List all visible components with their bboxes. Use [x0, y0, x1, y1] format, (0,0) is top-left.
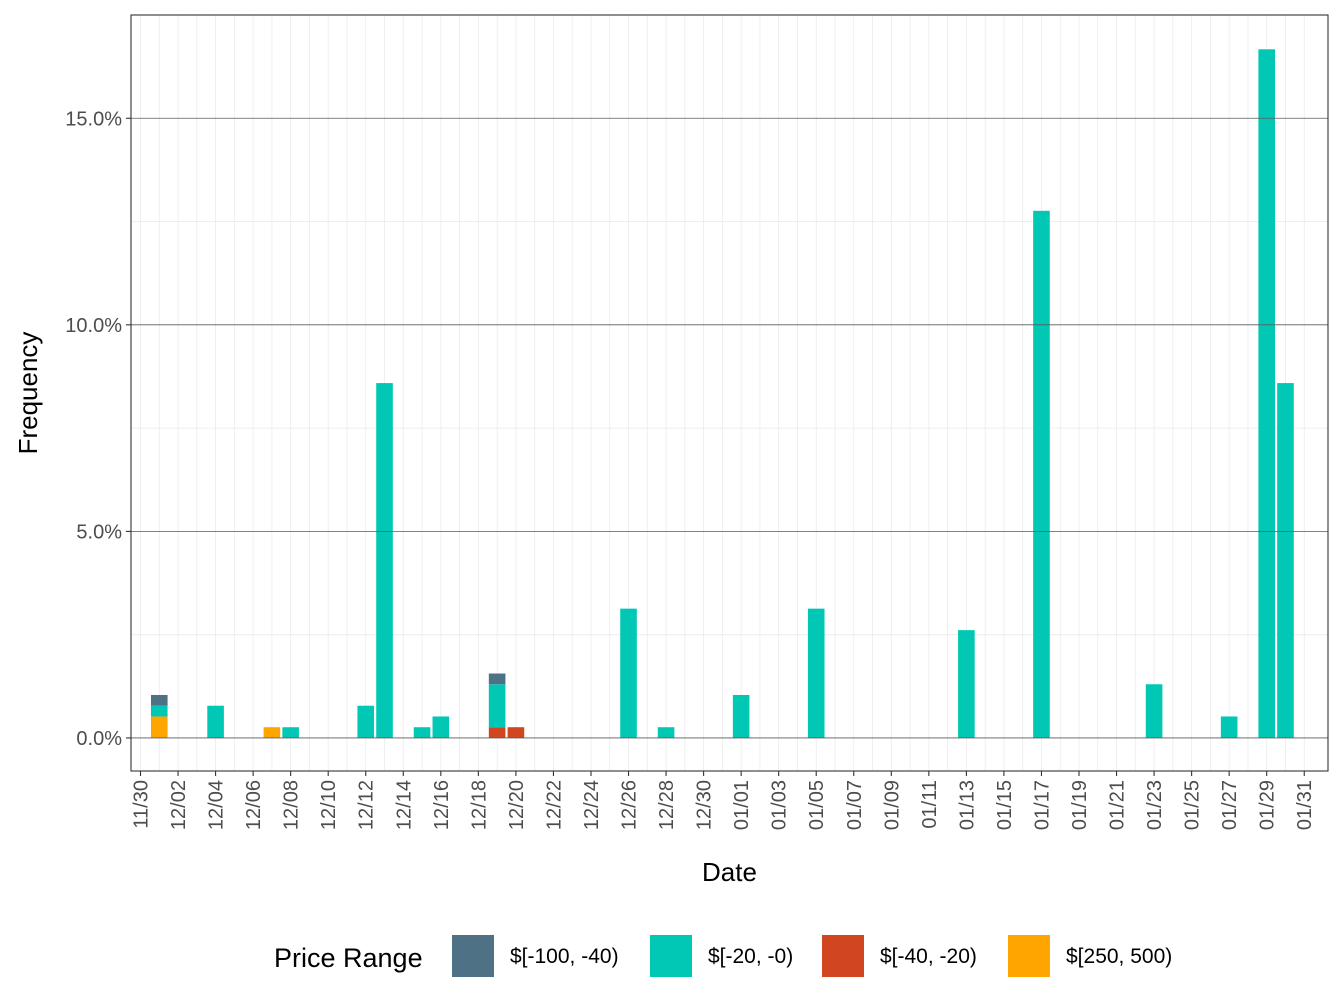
bar-12-08: [282, 727, 299, 738]
y-tick-label: 0.0%: [76, 728, 122, 750]
legend-item: $[-100, -40): [452, 935, 619, 977]
x-tick-label: 12/06: [243, 780, 265, 830]
bar-12-15: [413, 727, 431, 738]
x-tick-label: 01/25: [1182, 780, 1204, 830]
x-tick-label: 01/01: [731, 780, 753, 830]
x-tick-label: 12/14: [393, 780, 415, 830]
bar-12-13: [376, 383, 393, 738]
x-tick-label: 12/04: [206, 780, 228, 830]
bar-12-04: [207, 705, 224, 738]
legend-swatch: [822, 935, 864, 977]
bar-12-12: [357, 705, 375, 738]
x-tick-label: 01/17: [1031, 780, 1053, 830]
bar-12-01: [150, 694, 168, 706]
x-axis-title: Date: [702, 857, 757, 887]
y-tick-label: 15.0%: [65, 108, 122, 130]
bar-01-17: [1033, 210, 1050, 738]
x-tick-label: 01/09: [881, 780, 903, 830]
bar-01-01: [732, 694, 750, 738]
bar-12-01: [150, 705, 168, 717]
x-tick-label: 01/13: [956, 780, 978, 830]
bar-12-28: [657, 727, 675, 738]
legend-title: Price Range: [274, 943, 423, 973]
legend-item: $[-40, -20): [822, 935, 977, 977]
bar-12-19: [488, 684, 506, 728]
x-tick-label: 01/15: [994, 780, 1016, 830]
x-tick-label: 01/21: [1107, 780, 1129, 830]
bar-12-16: [432, 716, 450, 738]
x-tick-label: 12/28: [656, 780, 678, 830]
legend: Price Range $[-100, -40) $[-20, -0) $[-40,…: [274, 935, 1172, 977]
x-tick-label: 12/24: [581, 780, 603, 830]
x-tick-label: 01/07: [844, 780, 866, 830]
x-tick-label: 12/30: [694, 780, 716, 830]
x-tick-label: 01/03: [769, 780, 791, 830]
x-tick-label: 12/16: [431, 780, 453, 830]
bar-01-23: [1145, 684, 1163, 738]
x-tick-label: 12/08: [281, 780, 303, 830]
legend-swatch: [452, 935, 494, 977]
legend-item: $[-20, -0): [650, 935, 793, 977]
bar-01-30: [1277, 383, 1294, 738]
bar-01-13: [958, 630, 975, 738]
bar-12-19: [488, 727, 506, 738]
x-tick-label: 12/26: [619, 780, 641, 830]
legend-label: $[250, 500): [1066, 945, 1172, 968]
bar-12-19: [488, 673, 506, 685]
x-tick-label: 01/11: [919, 780, 941, 829]
x-tick-label: 01/29: [1257, 780, 1279, 830]
x-tick-label: 12/12: [356, 780, 378, 830]
legend-item: $[250, 500): [1008, 935, 1172, 977]
legend-label: $[-100, -40): [510, 945, 619, 968]
x-tick-label: 01/31: [1294, 780, 1316, 830]
legend-label: $[-20, -0): [708, 945, 793, 968]
x-tick-label: 12/20: [506, 780, 528, 830]
x-tick-label: 11/30: [131, 780, 153, 829]
bar-01-05: [807, 608, 825, 738]
grid-layer: [131, 15, 1328, 771]
x-tick-label: 01/23: [1144, 780, 1166, 830]
x-tick-label: 01/19: [1069, 780, 1091, 830]
x-tick-label: 12/18: [468, 780, 490, 830]
bar-12-01: [150, 716, 168, 738]
legend-label: $[-40, -20): [880, 945, 977, 968]
legend-items: $[-100, -40) $[-20, -0) $[-40, -20) $[250, …: [452, 935, 1172, 977]
legend-swatch: [1008, 935, 1050, 977]
axis-layer: 0.0% 5.0% 10.0% 15.0% 11/30 12/02 12/04 12/06 12…: [65, 108, 1316, 830]
legend-swatch: [650, 935, 692, 977]
plot-panel-border: [130, 14, 1329, 772]
x-tick-label: 01/27: [1219, 780, 1241, 830]
x-tick-label: 12/22: [543, 780, 565, 830]
x-tick-label: 12/10: [318, 780, 340, 830]
y-axis-title: Frequency: [13, 332, 43, 455]
y-tick-label: 5.0%: [76, 521, 122, 543]
x-tick-label: 01/05: [806, 780, 828, 830]
x-tick-label: 12/02: [168, 780, 190, 830]
y-tick-label: 10.0%: [65, 315, 122, 337]
bar-01-27: [1220, 716, 1238, 738]
bar-layer: [131, 49, 1328, 739]
bar-12-26: [620, 608, 637, 738]
bar-12-07: [263, 727, 281, 738]
bar-01-29: [1258, 49, 1275, 738]
bar-12-20: [507, 727, 525, 738]
